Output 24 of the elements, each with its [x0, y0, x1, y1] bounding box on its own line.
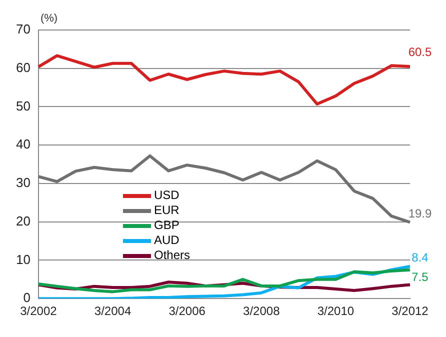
x-tick-label: 3/2010: [317, 304, 354, 318]
annotation: 7.5: [412, 270, 429, 284]
x-tick-label: 3/2002: [20, 304, 58, 318]
legend-label: Others: [154, 248, 190, 263]
x-tick-label: 3/2008: [243, 304, 280, 318]
x-tick-label: 3/2004: [94, 304, 132, 318]
y-tick-label: 10: [16, 252, 30, 267]
annotation: 8.4: [412, 250, 429, 265]
annotation: 60.5: [408, 44, 432, 59]
legend-label: EUR: [154, 203, 180, 218]
y-tick-label: 50: [16, 98, 30, 114]
y-tick-label: 30: [16, 175, 30, 190]
x-tick-label: 3/2006: [168, 304, 206, 318]
y-tick-label: 60: [16, 60, 30, 75]
legend-label: USD: [154, 188, 180, 203]
legend-label: AUD: [154, 233, 180, 248]
x-tick-label: 3/2012: [392, 304, 429, 318]
y-tick-label: 20: [16, 213, 30, 228]
y-axis-title: (%): [40, 12, 58, 25]
annotation: 19.9: [408, 206, 432, 221]
y-tick-label: 40: [16, 136, 30, 152]
y-tick-label: 0: [23, 290, 30, 306]
legend-label: GBP: [154, 218, 180, 233]
y-tick-label: 70: [16, 22, 30, 37]
